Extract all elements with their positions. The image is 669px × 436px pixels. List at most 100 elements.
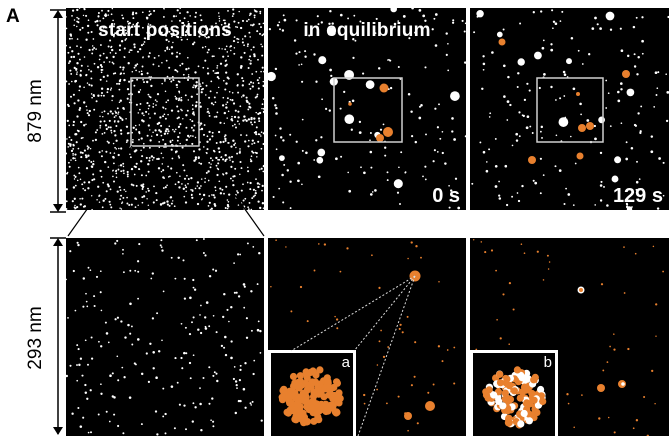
particle (165, 38, 168, 42)
particle (95, 48, 97, 50)
particle (301, 80, 304, 83)
particle (200, 91, 203, 94)
particle (289, 180, 292, 183)
particle (67, 161, 70, 164)
particle (81, 151, 84, 154)
particle (92, 173, 95, 176)
particle (399, 323, 402, 326)
particle (152, 367, 155, 370)
particle (169, 78, 171, 80)
cluster-particle (505, 419, 513, 427)
particle (244, 140, 247, 143)
particle (72, 269, 75, 273)
particle (90, 161, 93, 163)
particle (179, 8, 182, 9)
particle (540, 125, 544, 129)
particle (141, 155, 144, 158)
cluster-particle (539, 397, 547, 405)
particle (223, 135, 226, 138)
particle (175, 128, 177, 131)
particle (114, 52, 117, 55)
particle (255, 152, 258, 155)
particle (157, 167, 161, 170)
particle (662, 270, 665, 273)
particle (91, 45, 94, 47)
particle (249, 14, 251, 17)
particle (178, 132, 181, 134)
particle (79, 46, 82, 49)
particle (210, 80, 213, 83)
particle (249, 81, 253, 84)
particle (76, 241, 79, 244)
particle (113, 413, 116, 416)
particle (126, 175, 129, 178)
particle (226, 308, 229, 311)
particle (189, 377, 192, 380)
particle (255, 178, 257, 180)
particle (122, 68, 124, 71)
particle (129, 302, 132, 306)
particle (325, 107, 328, 110)
particle (191, 142, 194, 145)
particle (636, 160, 638, 163)
particle (619, 27, 622, 30)
particle (174, 183, 177, 186)
particle (102, 199, 105, 202)
particle (262, 110, 264, 114)
particle (247, 145, 250, 148)
particle (115, 148, 118, 150)
particle (215, 164, 218, 167)
particle (229, 177, 232, 180)
particle (116, 26, 119, 29)
particle (118, 48, 121, 52)
particle (223, 292, 226, 296)
particle (202, 193, 206, 197)
particle (180, 96, 183, 99)
particle (187, 74, 190, 76)
particle (347, 171, 350, 174)
particle (116, 190, 119, 193)
cluster-particle (316, 366, 324, 374)
particle (259, 206, 262, 210)
particle (224, 207, 227, 209)
particle (98, 201, 101, 203)
particle (176, 86, 178, 89)
particle (145, 156, 148, 159)
particle (410, 384, 413, 387)
particle (116, 316, 120, 319)
particle (192, 129, 195, 132)
particle (268, 27, 272, 31)
particle (117, 168, 120, 171)
particle (125, 32, 128, 35)
particle (418, 105, 422, 108)
particle (599, 184, 603, 187)
particle (160, 152, 163, 155)
particle (176, 117, 179, 120)
particle (262, 170, 264, 173)
particle (447, 42, 449, 45)
particle (153, 9, 156, 12)
particle (328, 109, 331, 112)
particle (254, 96, 257, 99)
particle (204, 181, 206, 183)
particle (146, 17, 149, 20)
particle (233, 366, 236, 368)
particle (226, 199, 229, 201)
cluster-particle (517, 420, 525, 428)
particle (83, 86, 85, 89)
particle (146, 102, 149, 105)
particle (172, 15, 176, 18)
particle (135, 12, 138, 15)
particle (122, 248, 124, 251)
particle (634, 252, 637, 255)
particle (96, 129, 99, 131)
particle (206, 51, 209, 54)
particle (607, 92, 610, 95)
particle (90, 84, 93, 87)
particle (397, 395, 400, 398)
particle (250, 290, 253, 293)
particle (540, 10, 543, 13)
particle (155, 104, 157, 106)
particle (185, 352, 188, 355)
particle (162, 415, 165, 418)
